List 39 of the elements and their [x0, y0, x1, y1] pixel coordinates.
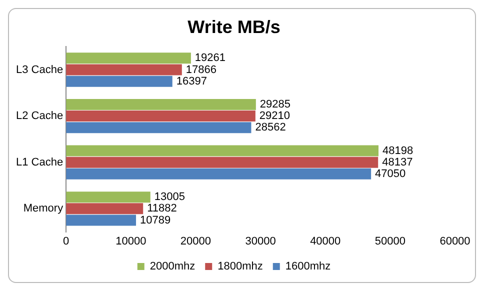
bar: [66, 192, 150, 203]
bar: [66, 168, 372, 180]
data-label: 47050: [375, 168, 406, 180]
x-tick-label: 50000: [374, 235, 406, 248]
data-label: 11882: [147, 202, 177, 215]
legend-label: 2000mhz: [150, 260, 196, 273]
data-label: 29285: [260, 98, 291, 111]
x-tick-label: 60000: [440, 235, 470, 248]
data-label: 17866: [186, 64, 216, 76]
legend-label: 1600mhz: [285, 260, 331, 273]
data-label: 28562: [255, 122, 286, 134]
x-tick-label: 40000: [310, 235, 341, 248]
bar: [66, 52, 191, 64]
y-tick-label: L1 Cache: [16, 156, 64, 168]
bar: [66, 64, 182, 76]
data-label: 19261: [194, 52, 226, 64]
data-label: 48198: [382, 144, 414, 157]
bar: [66, 156, 378, 168]
y-tick-label: Memory: [23, 202, 64, 215]
bar: [66, 122, 252, 134]
data-label: 16397: [176, 75, 207, 88]
bar: [66, 110, 256, 122]
x-tick-label: 0: [63, 235, 70, 248]
x-tick-label: 20000: [180, 235, 212, 248]
y-tick-label: L2 Cache: [16, 110, 64, 122]
y-tick-label: L3 Cache: [16, 64, 64, 76]
bar: [66, 203, 144, 214]
bar: [66, 214, 136, 226]
bar: [66, 98, 256, 110]
legend-label: 1800mhz: [218, 260, 263, 273]
data-label: 13005: [154, 191, 185, 204]
data-label: 29210: [259, 110, 290, 122]
chart-title: Write MB/s: [188, 16, 280, 37]
data-label: 10789: [140, 214, 171, 226]
bar: [66, 145, 378, 156]
bar: [66, 76, 172, 87]
data-label: 48137: [382, 156, 413, 168]
x-tick-label: 10000: [116, 235, 146, 248]
x-tick-label: 30000: [245, 235, 276, 248]
